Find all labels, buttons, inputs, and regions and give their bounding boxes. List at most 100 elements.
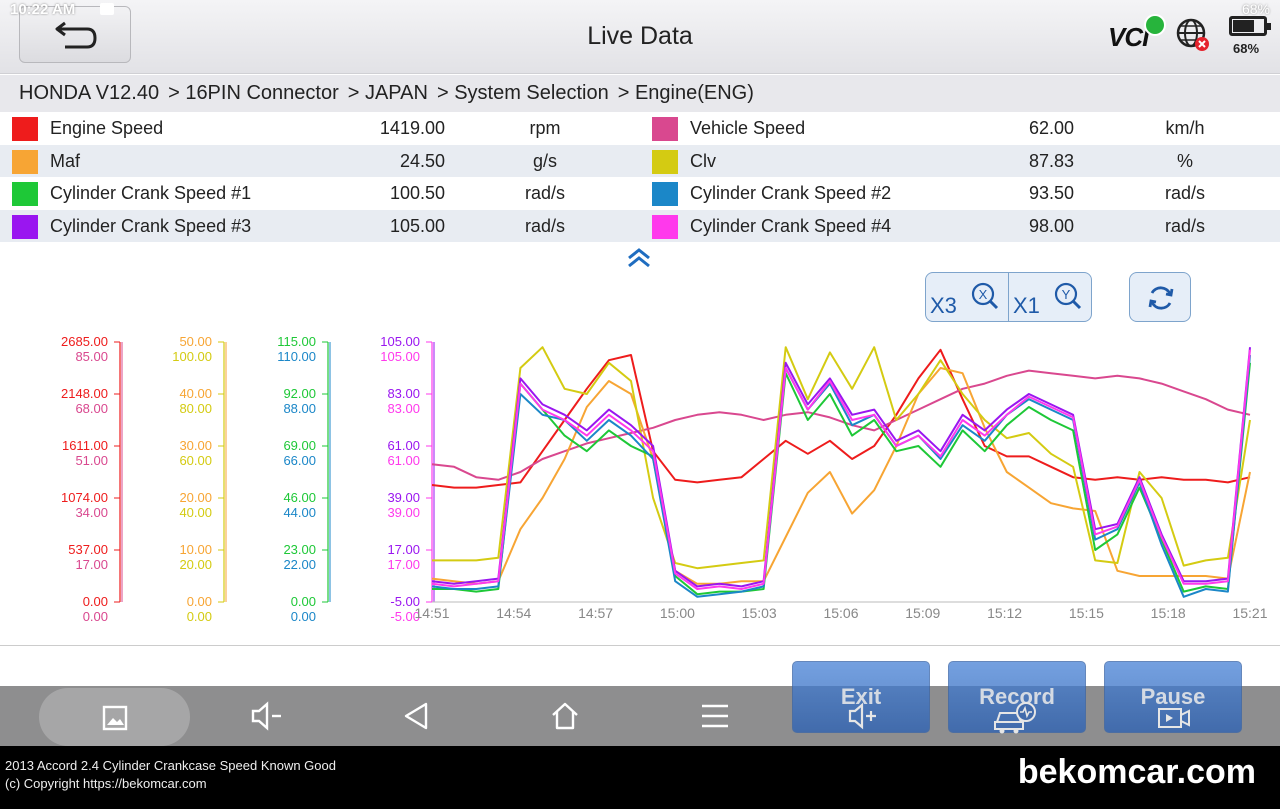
record-label: Record (979, 684, 1055, 709)
live-data-table: Engine Speed 1419.00 rpm Vehicle Speed 62.00… (0, 112, 1280, 242)
vci-wifi-icon (1144, 14, 1166, 36)
header-bar: Live Data VCI 68% (0, 0, 1280, 74)
parameter-color-swatch (652, 117, 678, 141)
vci-label: VCI (1108, 22, 1149, 52)
axis-tick-label: -5.00 (390, 594, 420, 609)
x-tick-label: 14:57 (578, 605, 613, 621)
volume-up-icon (848, 702, 876, 730)
breadcrumb-item[interactable]: HONDA V12.40 (19, 82, 160, 104)
axis-tick-label: 30.00 (179, 438, 212, 453)
parameter-name[interactable]: Engine Speed (50, 118, 164, 138)
car-record-icon (994, 702, 1036, 734)
parameter-value: 24.50 (399, 150, 445, 171)
parameter-value: 87.83 (1028, 150, 1074, 171)
parameter-value: 105.00 (389, 215, 445, 236)
axis-tick-label: 46.00 (283, 490, 316, 505)
parameter-value: 62.00 (1028, 118, 1074, 138)
zoom-x-button[interactable]: X3 X (926, 273, 1009, 321)
menu-icon[interactable] (699, 700, 731, 732)
network-globe-icon (1176, 18, 1209, 51)
x-tick-label: 14:51 (414, 605, 449, 621)
parameter-unit: g/s (532, 150, 557, 171)
axis-tick-label: 92.00 (283, 386, 316, 401)
status-time: 10:22 AM (10, 1, 76, 18)
axis-tick-label: 50.00 (179, 334, 212, 349)
parameter-row: Engine Speed 1419.00 rpm Vehicle Speed 62.00… (0, 112, 1280, 145)
record-button[interactable]: Record (948, 661, 1086, 734)
breadcrumb-item[interactable]: > System Selection (436, 82, 609, 104)
pause-label: Pause (1140, 684, 1206, 709)
axis-tick-label: 61.00 (387, 453, 420, 468)
parameter-color-swatch (12, 182, 38, 206)
axis-tick-label: 0.00 (291, 594, 316, 609)
parameter-name[interactable]: Vehicle Speed (690, 118, 806, 138)
axis-tick-label: 2148.00 (61, 386, 108, 401)
parameter-color-swatch (652, 149, 678, 174)
axis-tick-label: 2685.00 (61, 334, 108, 349)
axis-tick-label: 100.00 (172, 349, 212, 364)
pause-button[interactable]: Pause (1104, 661, 1242, 733)
parameter-name[interactable]: Cylinder Crank Speed #2 (690, 183, 892, 203)
parameter-name[interactable]: Cylinder Crank Speed #3 (50, 215, 252, 236)
parameter-value: 93.50 (1028, 183, 1074, 203)
breadcrumb-item[interactable]: > Engine(ENG) (617, 82, 754, 104)
axis-tick-label: 80.00 (179, 401, 212, 416)
axis-tick-label: 51.00 (75, 453, 108, 468)
axis-tick-label: 1074.00 (61, 490, 108, 505)
breadcrumb-item[interactable]: > JAPAN (347, 82, 428, 104)
series-line (432, 362, 1251, 596)
parameter-name[interactable]: Maf (50, 150, 81, 171)
axis-tick-label: 40.00 (179, 505, 212, 520)
parameter-row: Cylinder Crank Speed #1 100.50 rad/s Cylind… (0, 177, 1280, 210)
parameter-color-swatch (12, 214, 38, 239)
series-line (431, 348, 1251, 489)
refresh-icon (1148, 286, 1174, 310)
axis-tick-label: 88.00 (283, 401, 316, 416)
zoom-controls: X3 X X1 Y (925, 272, 1092, 322)
axis-tick-label: 20.00 (179, 490, 212, 505)
parameter-name[interactable]: Cylinder Crank Speed #1 (50, 183, 252, 203)
x-tick-label: 15:21 (1232, 605, 1267, 621)
axis-tick-label: 10.00 (179, 542, 212, 557)
axis-tick-label: -5.00 (390, 609, 420, 624)
parameter-name[interactable]: Cylinder Crank Speed #4 (690, 215, 892, 236)
status-bar: 10:22 AM 68% (0, 0, 1280, 22)
app-window: Live Data VCI 68% 10:22 AM 68% HONDA V12… (0, 0, 1280, 746)
axis-tick-label: 17.00 (75, 557, 108, 572)
volume-down-icon[interactable] (250, 700, 284, 732)
axis-tick-label: 44.00 (283, 505, 316, 520)
axis-tick-label: 60.00 (179, 453, 212, 468)
battery-icon (1229, 16, 1271, 36)
refresh-button[interactable] (1129, 272, 1191, 322)
back-button[interactable] (19, 6, 131, 63)
parameter-value: 1419.00 (379, 118, 445, 138)
axis-tick-label: 61.00 (387, 438, 420, 453)
screenshot-nav-button[interactable] (39, 688, 190, 746)
battery-percent: 68% (1233, 41, 1260, 56)
back-arrow-icon (55, 21, 97, 49)
parameter-row: Maf 24.50 g/s Clv 87.83% (0, 144, 1280, 177)
series-line (431, 367, 1251, 585)
zoom-x-icon-letter: X (979, 287, 988, 302)
zoom-y-button[interactable]: X1 Y (1009, 273, 1092, 321)
parameter-row: Cylinder Crank Speed #3 105.00 rad/s Cylind… (0, 209, 1280, 242)
axis-tick-label: 0.00 (83, 609, 108, 624)
axis-tick-label: 0.00 (187, 594, 212, 609)
home-icon[interactable] (549, 700, 581, 732)
axis-tick-label: 0.00 (291, 609, 316, 624)
parameter-unit: rad/s (1164, 215, 1206, 236)
x-tick-label: 15:03 (742, 605, 777, 621)
axis-tick-label: 39.00 (387, 505, 420, 520)
screenshot-icon (102, 705, 128, 731)
collapse-chevron-icon[interactable] (626, 247, 652, 269)
parameter-unit: rad/s (524, 215, 566, 236)
parameter-value: 100.50 (389, 183, 445, 203)
axis-tick-label: 23.00 (283, 542, 316, 557)
parameter-name[interactable]: Clv (690, 150, 716, 171)
x-tick-label: 15:15 (1069, 605, 1104, 621)
back-nav-icon[interactable] (400, 700, 432, 732)
exit-button[interactable]: Exit (792, 661, 930, 733)
axis-tick-label: 0.00 (187, 609, 212, 624)
breadcrumb-item[interactable]: > 16PIN Connector (168, 82, 339, 104)
